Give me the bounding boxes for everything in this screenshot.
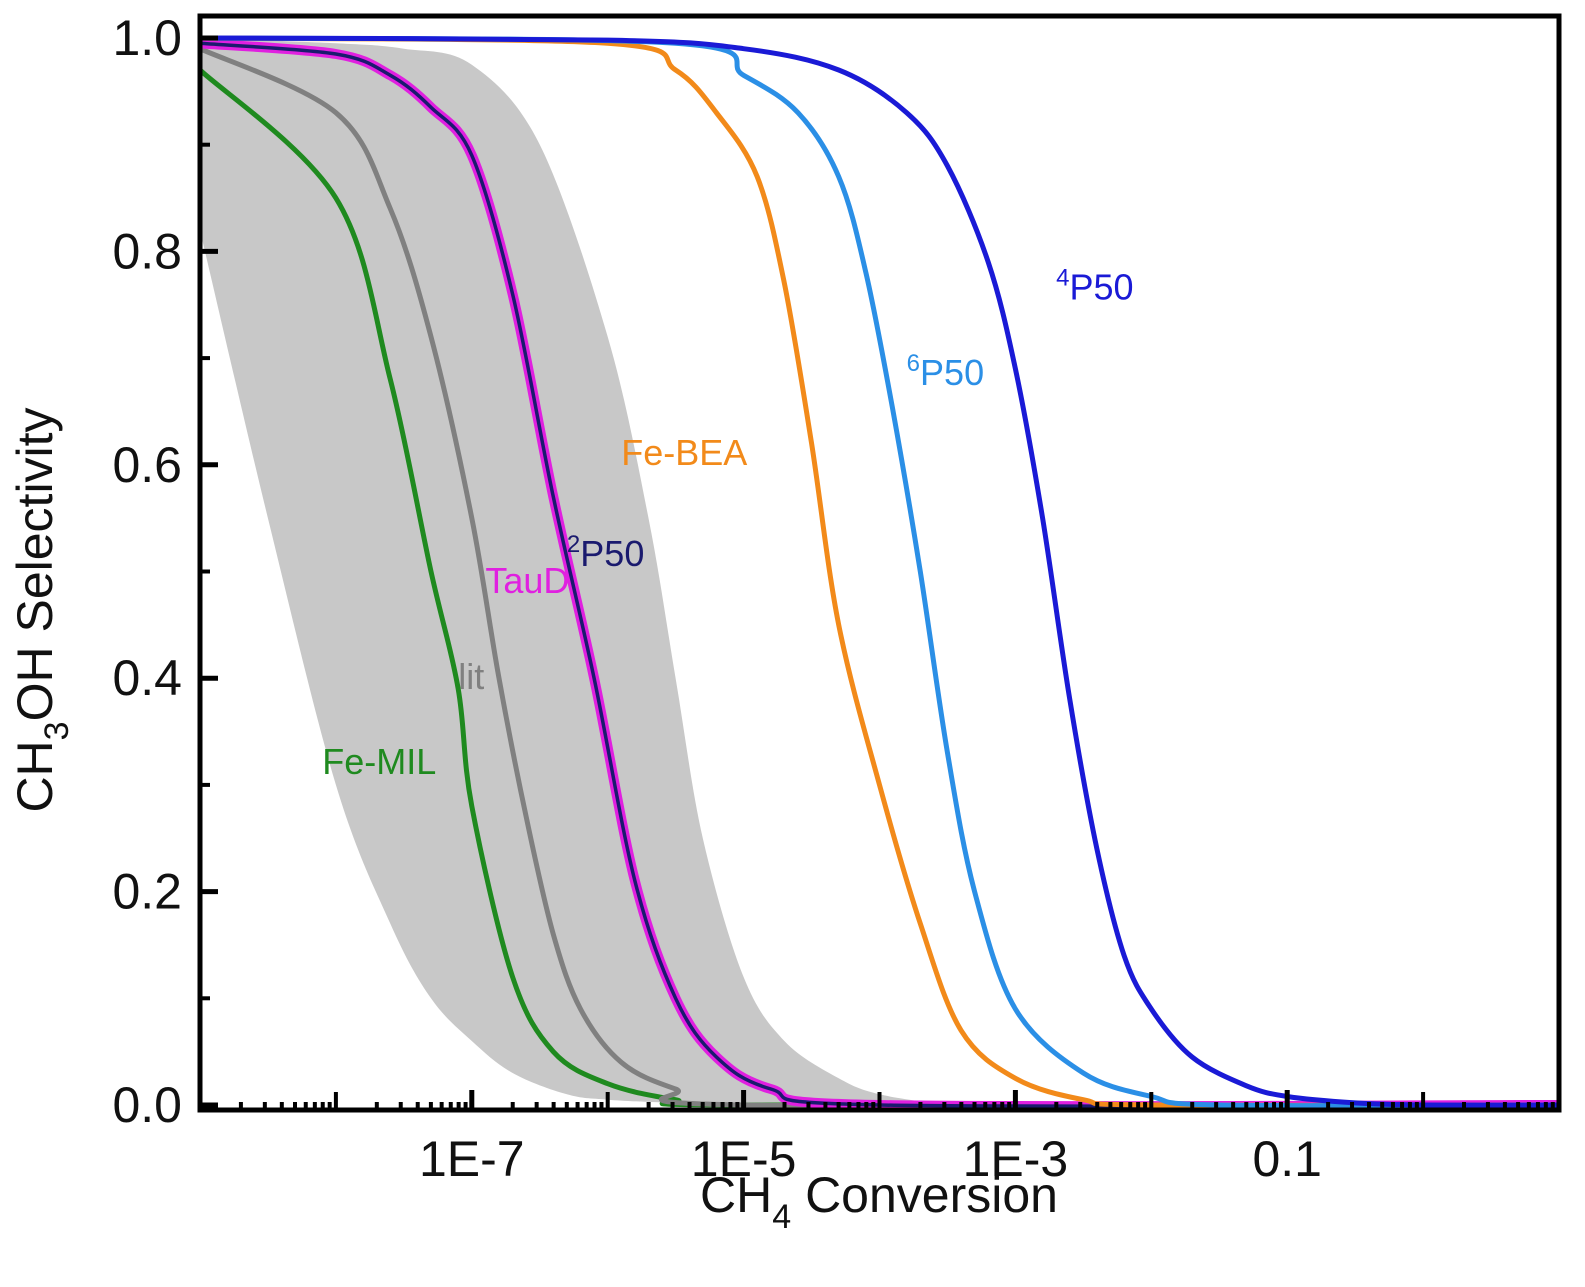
y-axis-title: CH3OH Selectivity	[7, 407, 76, 812]
series-label-superscript: 2	[567, 531, 580, 558]
x-tick-label: 0.1	[1252, 1131, 1322, 1187]
axis-ticks-layer: 0.0 0.2 0.4 0.6 0.8 1.0 1E-7 1E-5 1E-3 0.1	[112, 10, 1321, 1187]
x-axis-title: CH4 Conversion	[700, 1167, 1058, 1236]
x-tick-label: 1E-5	[691, 1131, 797, 1187]
y-tick-label: 0.4	[112, 650, 182, 706]
series-label-text: P50	[580, 533, 644, 574]
series-label-6p50: 6P50	[907, 350, 984, 393]
series-label-superscript: 4	[1056, 264, 1069, 291]
y-tick-label: 0.2	[112, 864, 182, 920]
series-label-lit: lit	[458, 656, 484, 697]
uncertainty-band	[200, 38, 1559, 1105]
series-line-fe-bea	[200, 35, 1559, 1108]
y-axis-title-main: CH	[7, 740, 63, 812]
series-label-4p50: 4P50	[1056, 264, 1133, 307]
series-label-text: P50	[1070, 266, 1134, 307]
x-tick-label: 1E-3	[963, 1131, 1069, 1187]
series-label-2p50: 2P50	[567, 531, 644, 574]
x-axis-title-rest: Conversion	[791, 1167, 1058, 1223]
y-axis-title-rest: OH Selectivity	[7, 407, 63, 721]
plot-frame	[197, 13, 1562, 1113]
y-tick-label: 1.0	[112, 10, 182, 66]
series-label-taud: TauD	[485, 560, 569, 601]
series-line-2p50	[200, 41, 1559, 1108]
series-label-superscript: 6	[907, 350, 920, 377]
y-tick-label: 0.6	[112, 437, 182, 493]
y-axis-title-subscript: 3	[38, 721, 76, 740]
series-label-text: P50	[920, 352, 984, 393]
x-tick-label: 1E-7	[419, 1131, 525, 1187]
x-axis-title-main: CH	[700, 1167, 772, 1223]
uncertainty-band-layer	[200, 38, 1559, 1105]
series-label-fe-mil: Fe-MIL	[322, 741, 436, 782]
y-tick-label: 0.0	[112, 1077, 182, 1133]
series-line-4p50	[200, 35, 1559, 1108]
x-axis-title-subscript: 4	[772, 1198, 791, 1236]
y-tick-label: 0.8	[112, 223, 182, 279]
series-label-fe-bea: Fe-BEA	[621, 432, 747, 473]
